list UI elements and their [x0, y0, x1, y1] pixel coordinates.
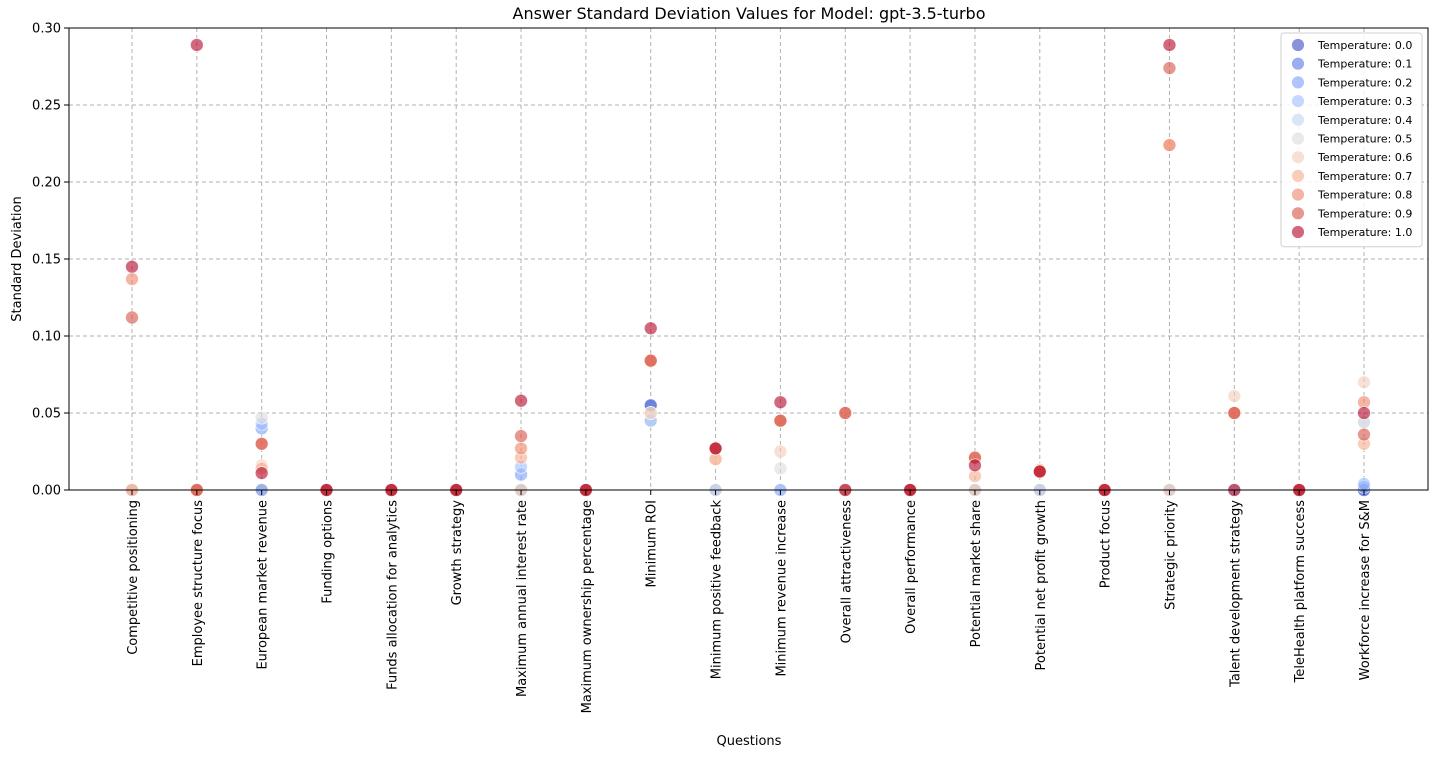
legend-marker [1291, 187, 1305, 202]
x-tick-label: Talent development strategy [1228, 500, 1243, 688]
legend-label: Temperature: 0.3 [1317, 95, 1412, 108]
x-tick-label: Employee structure focus [191, 500, 206, 667]
data-point [1357, 476, 1371, 491]
legend-marker [1291, 168, 1305, 183]
x-tick-label: Product focus [1099, 500, 1114, 588]
data-point [643, 321, 658, 336]
x-tick-label: Potential market share [969, 500, 984, 647]
data-point [254, 410, 269, 425]
x-tick-label: Maximum ownership percentage [580, 500, 595, 713]
legend-label: Temperature: 0.6 [1317, 151, 1412, 164]
legend-label: Temperature: 0.1 [1317, 58, 1412, 71]
data-point [254, 466, 269, 480]
data-point [1162, 38, 1177, 52]
legend-marker [1291, 38, 1305, 52]
data-point [514, 393, 528, 408]
x-tick-label: Minimum ROI [645, 500, 660, 587]
legend-marker [1291, 94, 1305, 108]
x-tick-label: Minimum positive feedback [710, 500, 725, 680]
data-point [643, 353, 658, 368]
x-tick-label: TeleHealth platform success [1293, 500, 1308, 684]
legend-label: Temperature: 0.0 [1317, 39, 1412, 52]
y-axis: 0.00 0.05 0.10 0.15 0.20 0.25 0.30 [32, 22, 69, 499]
x-axis-title: Questions [717, 734, 782, 749]
data-point [125, 310, 139, 325]
y-tick-label: 0.25 [32, 99, 61, 114]
data-point [968, 458, 982, 473]
x-tick-label: Competitive positioning [126, 500, 141, 655]
y-tick-label: 0.00 [32, 484, 61, 499]
data-point [773, 461, 788, 476]
legend-label: Temperature: 0.2 [1317, 76, 1412, 89]
legend-label: Temperature: 0.8 [1317, 189, 1412, 202]
y-tick-label: 0.05 [32, 407, 61, 422]
data-point [514, 429, 528, 444]
y-tick-label: 0.15 [32, 253, 61, 268]
legend: Temperature: 0.0 Temperature: 0.1 Temperat… [1280, 32, 1423, 248]
x-tick-label: Workforce increase for S&M [1358, 500, 1373, 680]
y-tick-label: 0.30 [32, 22, 61, 37]
legend-label: Temperature: 1.0 [1317, 226, 1412, 239]
x-tick-label: European market revenue [256, 500, 271, 670]
data-point [1357, 406, 1371, 420]
data-point [189, 38, 204, 52]
data-point [1032, 464, 1047, 479]
legend-marker [1291, 206, 1305, 221]
chart-title: Answer Standard Deviation Values for Mod… [513, 4, 986, 23]
legend-label: Temperature: 0.9 [1317, 207, 1412, 220]
data-points [125, 38, 1371, 497]
legend-marker [1291, 131, 1305, 146]
x-tick-label: Strategic priority [1163, 500, 1178, 610]
data-point [1227, 406, 1242, 420]
x-tick-label: Maximum annual interest rate [515, 500, 530, 697]
grid-lines [69, 27, 1428, 491]
data-point [1162, 61, 1177, 75]
data-point [125, 272, 139, 286]
data-point [1227, 389, 1242, 403]
legend-marker [1291, 75, 1305, 90]
data-point [1357, 427, 1371, 442]
data-point [125, 259, 139, 274]
data-point [514, 441, 528, 456]
data-point [773, 395, 788, 410]
legend-marker [1291, 225, 1305, 239]
legend-box [1280, 32, 1423, 248]
y-tick-label: 0.20 [32, 176, 61, 191]
data-point [708, 441, 723, 456]
x-tick-label: Funding options [321, 500, 336, 604]
data-point [643, 406, 658, 420]
data-point [773, 444, 788, 459]
data-point [773, 413, 788, 428]
legend-label: Temperature: 0.5 [1317, 133, 1412, 146]
x-tick-label: Overall performance [904, 500, 919, 634]
x-tick-label: Minimum revenue increase [774, 500, 789, 677]
x-tick-label: Growth strategy [450, 500, 465, 606]
data-point [254, 436, 269, 451]
legend-marker [1291, 112, 1305, 127]
y-tick-label: 0.10 [32, 330, 61, 345]
legend-marker [1291, 150, 1305, 165]
y-axis-title: Standard Deviation [10, 196, 25, 321]
x-axis: Competitive positioning Employee structur… [126, 490, 1373, 713]
data-point [1162, 138, 1177, 152]
legend-label: Temperature: 0.4 [1317, 114, 1412, 127]
legend-marker [1291, 56, 1305, 71]
data-point [838, 406, 853, 420]
legend-label: Temperature: 0.7 [1317, 170, 1412, 183]
data-point [1357, 375, 1371, 390]
x-tick-label: Potential net profit growth [1034, 500, 1049, 670]
x-tick-label: Funds allocation for analytics [385, 500, 400, 690]
x-tick-label: Overall attractiveness [839, 500, 854, 644]
